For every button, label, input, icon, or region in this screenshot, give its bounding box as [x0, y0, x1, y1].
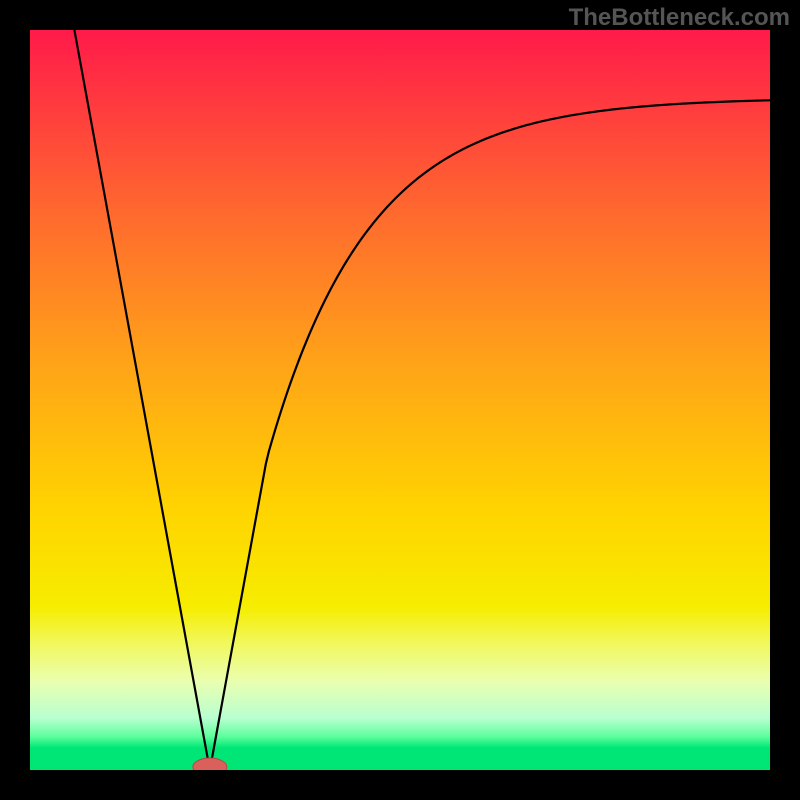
chart-container: TheBottleneck.com [0, 0, 800, 800]
chart-svg [0, 0, 800, 800]
watermark-text: TheBottleneck.com [569, 4, 790, 32]
